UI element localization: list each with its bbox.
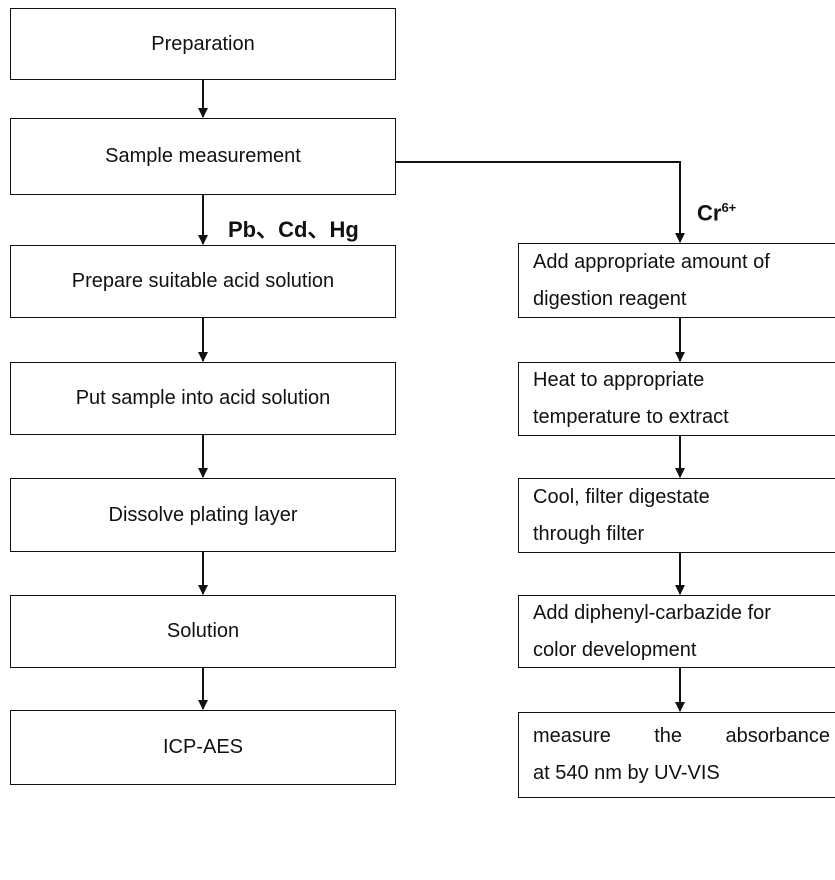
line: Heat to appropriate — [533, 369, 705, 391]
step-box: Prepare suitable acid solution — [10, 245, 396, 318]
step-box: Preparation — [10, 8, 396, 80]
step-box: Solution — [10, 595, 396, 668]
step-box: Heat to appropriate temperature to extrac… — [518, 362, 835, 436]
label-text: Cr — [697, 200, 722, 226]
step-box: Sample measurement — [10, 118, 396, 195]
step-box: measure the absorbance at 540 nm by UV-VI… — [518, 712, 835, 798]
branch-label: Cr6+ — [697, 200, 736, 226]
step-box: Cool, filter digestate through filter — [518, 478, 835, 553]
step-box: Put sample into acid solution — [10, 362, 396, 435]
line: color development — [533, 638, 697, 661]
line: at 540 nm by UV-VIS — [533, 762, 720, 784]
line: Add diphenyl-carbazide for — [533, 601, 771, 624]
step-box: ICP-AES — [10, 710, 396, 785]
step-box: Add diphenyl-carbazide for color developm… — [518, 595, 835, 668]
step-box: Add appropriate amount of digestion reage… — [518, 243, 835, 318]
line: through filter — [533, 522, 645, 545]
line: Add appropriate amount of — [533, 250, 770, 273]
line: measure the absorbance — [533, 725, 830, 747]
line: temperature to extract — [533, 406, 729, 428]
label-superscript: 6+ — [721, 200, 737, 215]
line: Cool, filter digestate — [533, 485, 710, 508]
line: digestion reagent — [533, 287, 687, 310]
step-box: Dissolve plating layer — [10, 478, 396, 552]
branch-arrow — [396, 161, 685, 243]
branch-label: Pb、Cd、Hg — [228, 217, 359, 242]
